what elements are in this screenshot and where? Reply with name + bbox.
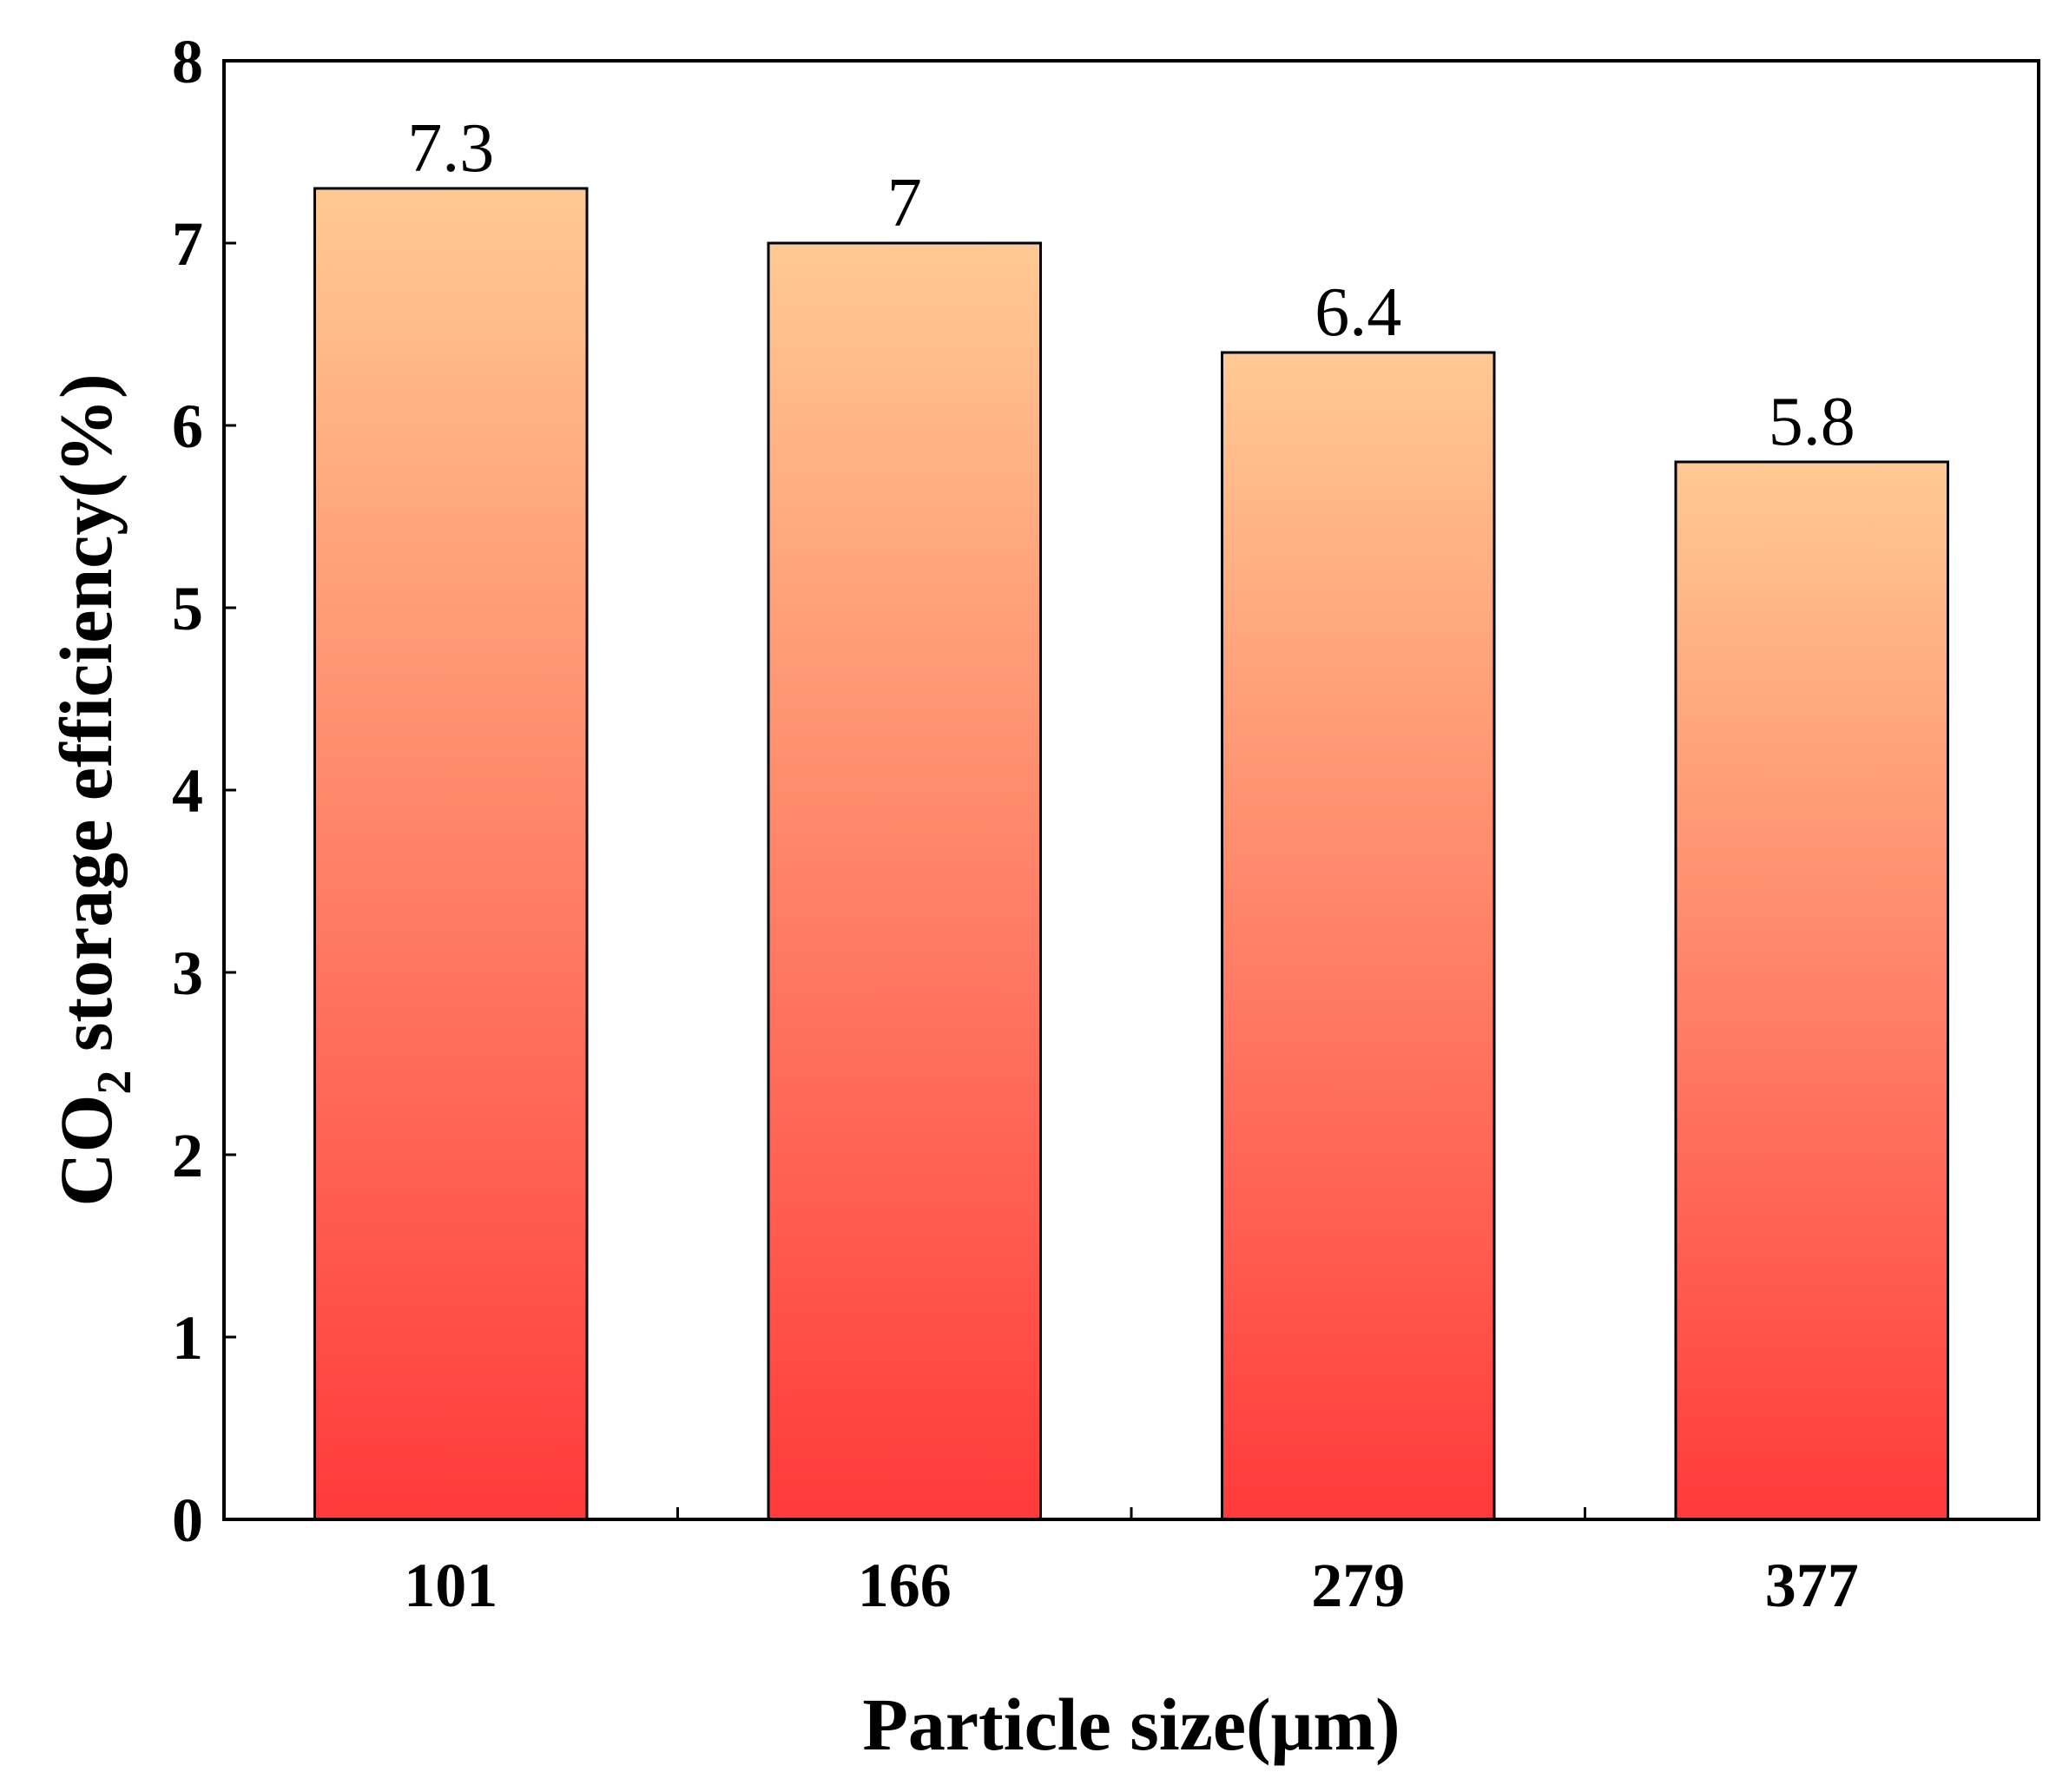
x-tick-label-377: 377 bbox=[1765, 1551, 1859, 1620]
y-tick-label-1: 1 bbox=[172, 1303, 203, 1373]
x-tick-label-279: 279 bbox=[1311, 1551, 1405, 1620]
data-label-279: 6.4 bbox=[1315, 274, 1401, 351]
bar-377 bbox=[1674, 460, 1949, 1521]
y-tick-label-8: 8 bbox=[172, 27, 203, 96]
x-tick-label-166: 166 bbox=[858, 1551, 952, 1620]
y-tick-label-4: 4 bbox=[172, 756, 203, 826]
y-tick-label-5: 5 bbox=[172, 574, 203, 643]
y-tick-label-3: 3 bbox=[172, 939, 203, 1008]
y-tick-label-0: 0 bbox=[172, 1486, 203, 1555]
y-tick-label-7: 7 bbox=[172, 209, 203, 279]
x-axis-title: Particle size(μm) bbox=[862, 1683, 1400, 1766]
y-tick-label-6: 6 bbox=[172, 392, 203, 461]
x-tick-label-101: 101 bbox=[404, 1551, 498, 1620]
data-labels-layer: 7.3 7 6.4 5.8 bbox=[407, 110, 1855, 460]
bars-layer bbox=[313, 187, 1949, 1521]
bar-101 bbox=[313, 187, 589, 1521]
y-axis-title: CO2 storage efficiency(%) bbox=[44, 373, 142, 1206]
y-axis: 0 1 2 3 4 5 6 7 8 bbox=[172, 27, 236, 1555]
y-axis-title-main: CO bbox=[44, 1095, 128, 1207]
data-label-377: 5.8 bbox=[1769, 384, 1855, 460]
x-axis: 101 166 279 377 bbox=[404, 1507, 1859, 1620]
data-label-166: 7 bbox=[887, 165, 922, 241]
bar-279 bbox=[1221, 351, 1496, 1521]
y-axis-title-rest: storage efficiency(%) bbox=[44, 373, 128, 1070]
bar-166 bbox=[767, 241, 1042, 1521]
y-axis-title-subscript: 2 bbox=[88, 1071, 142, 1095]
y-tick-label-2: 2 bbox=[172, 1121, 203, 1190]
data-label-101: 7.3 bbox=[407, 110, 494, 187]
